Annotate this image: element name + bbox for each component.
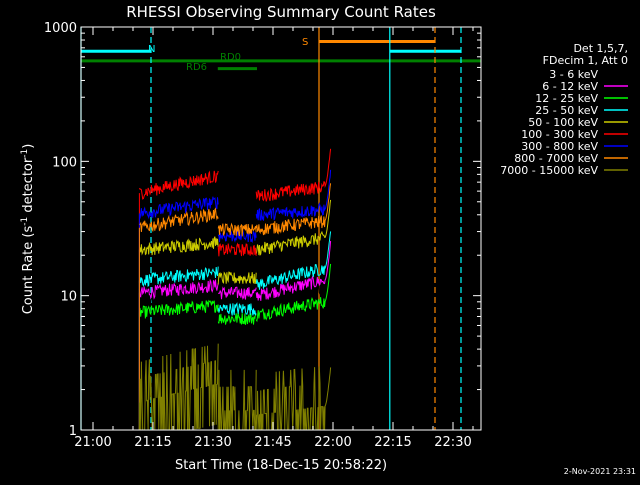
- legend-label-4: 50 - 100 keV: [528, 116, 598, 129]
- y-axis-label: Count Rate (s-1 detector-1): [20, 144, 36, 315]
- legend-label-5: 100 - 300 keV: [521, 128, 598, 141]
- series-layer: [138, 148, 332, 430]
- legend-label-2: 12 - 25 keV: [535, 92, 598, 105]
- legend-label-7: 800 - 7000 keV: [514, 152, 598, 165]
- status-bars-layer: [81, 39, 481, 71]
- series-line-7: [139, 183, 332, 237]
- y-tick-label-10: 10: [60, 290, 77, 305]
- annotation-rd0: RD0: [220, 52, 241, 63]
- legend-label-8: 7000 - 15000 keV: [500, 164, 598, 177]
- y-tick-label-1000: 1000: [44, 21, 77, 36]
- annotation-s: S: [302, 37, 308, 48]
- series-line-2: [139, 263, 332, 325]
- annotation-rd6: RD6: [186, 62, 207, 73]
- x-axis-label: Start Time (18-Dec-15 20:58:22): [175, 458, 387, 473]
- series-line-3: [138, 231, 332, 316]
- series-line-1: [138, 240, 332, 301]
- x-tick-label-22:15: 22:15: [374, 435, 411, 450]
- y-tick-label-100: 100: [52, 155, 77, 170]
- annotation-n: N: [148, 44, 155, 55]
- chart-title: RHESSI Observing Summary Count Rates: [126, 3, 436, 21]
- footer-timestamp: 2-Nov-2021 23:31: [564, 467, 636, 476]
- series-line-5: [138, 148, 332, 257]
- legend-label-3: 25 - 50 keV: [535, 104, 598, 117]
- x-tick-label-21:00: 21:00: [74, 435, 111, 450]
- x-tick-label-21:15: 21:15: [134, 435, 171, 450]
- series-line-8: [138, 343, 332, 430]
- tick-layer: 21:00 21:15 21:30 21:45 22:00 22:15 22:30 1 10 10…: [44, 21, 481, 450]
- y-tick-label-1: 1: [69, 424, 77, 439]
- x-tick-label-22:30: 22:30: [434, 435, 471, 450]
- x-tick-label-21:45: 21:45: [254, 435, 291, 450]
- legend-header-line-1: Det 1,5,7,: [573, 42, 628, 55]
- x-tick-label-22:00: 22:00: [314, 435, 351, 450]
- legend-header-line-2: FDecim 1, Att 0: [543, 54, 628, 67]
- series-line-4: [139, 199, 332, 285]
- legend-label-0: 3 - 6 keV: [549, 68, 598, 81]
- legend-label-1: 6 - 12 keV: [542, 80, 598, 93]
- plot-frame: [80, 26, 482, 431]
- legend-label-6: 300 - 800 keV: [521, 140, 598, 153]
- x-tick-label-21:30: 21:30: [194, 435, 231, 450]
